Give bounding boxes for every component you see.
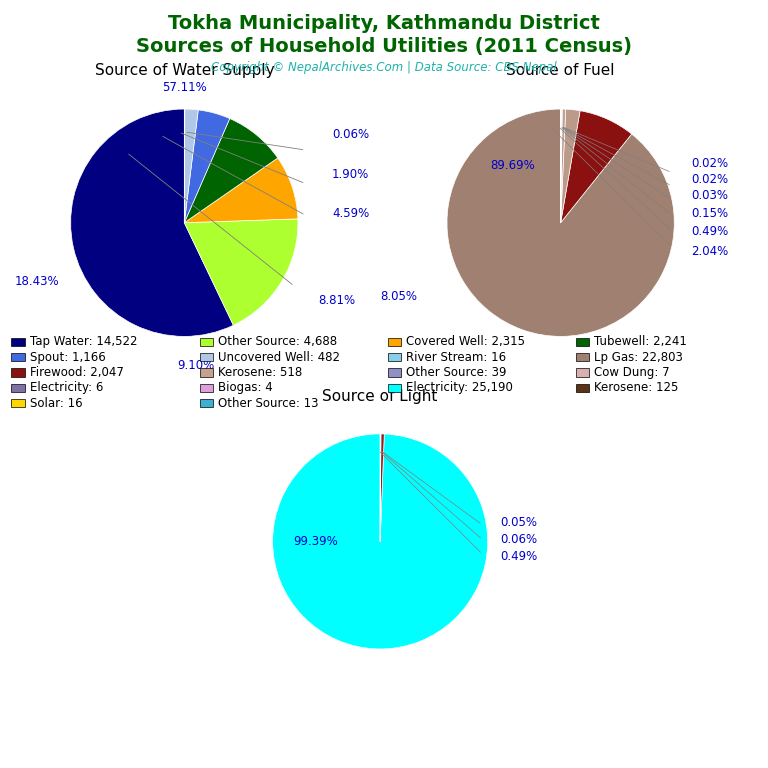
Text: Cow Dung: 7: Cow Dung: 7 <box>594 366 670 379</box>
Text: River Stream: 16: River Stream: 16 <box>406 351 506 363</box>
Text: 99.39%: 99.39% <box>293 535 338 548</box>
Text: 0.02%: 0.02% <box>691 157 729 170</box>
Text: 0.03%: 0.03% <box>691 189 728 202</box>
Text: Other Source: 4,688: Other Source: 4,688 <box>217 336 337 348</box>
Bar <box>388 338 402 346</box>
Text: Biogas: 4: Biogas: 4 <box>217 382 273 394</box>
Text: Other Source: 39: Other Source: 39 <box>406 366 506 379</box>
Bar <box>12 368 25 376</box>
Bar <box>576 383 590 392</box>
Text: 0.02%: 0.02% <box>691 173 729 186</box>
Bar <box>12 383 25 392</box>
Title: Source of Fuel: Source of Fuel <box>506 63 615 78</box>
Text: 4.59%: 4.59% <box>332 207 369 220</box>
Wedge shape <box>561 109 566 223</box>
Wedge shape <box>561 111 632 223</box>
Wedge shape <box>447 109 674 336</box>
Wedge shape <box>71 109 233 336</box>
Text: Other Source: 13: Other Source: 13 <box>217 397 318 409</box>
Text: Electricity: 25,190: Electricity: 25,190 <box>406 382 513 394</box>
Wedge shape <box>184 219 298 325</box>
Text: 89.69%: 89.69% <box>491 160 535 172</box>
Bar <box>12 353 25 361</box>
Text: 0.15%: 0.15% <box>691 207 729 220</box>
Text: Covered Well: 2,315: Covered Well: 2,315 <box>406 336 525 348</box>
Text: Solar: 16: Solar: 16 <box>29 397 82 409</box>
Bar <box>388 383 402 392</box>
Text: 9.10%: 9.10% <box>177 359 214 372</box>
Text: Tap Water: 14,522: Tap Water: 14,522 <box>29 336 137 348</box>
Text: 1.90%: 1.90% <box>332 168 369 181</box>
Text: Electricity: 6: Electricity: 6 <box>29 382 103 394</box>
Text: 57.11%: 57.11% <box>162 81 207 94</box>
Title: Source of Light: Source of Light <box>323 389 438 405</box>
Text: Sources of Household Utilities (2011 Census): Sources of Household Utilities (2011 Cen… <box>136 37 632 56</box>
Text: 0.05%: 0.05% <box>501 515 538 528</box>
Bar <box>200 383 214 392</box>
Bar <box>200 353 214 361</box>
Wedge shape <box>561 109 562 223</box>
Wedge shape <box>561 109 580 223</box>
Wedge shape <box>184 158 298 223</box>
Text: Spout: 1,166: Spout: 1,166 <box>29 351 105 363</box>
Text: 8.05%: 8.05% <box>381 290 418 303</box>
Bar <box>576 338 590 346</box>
Bar <box>12 338 25 346</box>
Text: 18.43%: 18.43% <box>15 275 59 288</box>
Bar <box>576 353 590 361</box>
Text: Tokha Municipality, Kathmandu District: Tokha Municipality, Kathmandu District <box>168 14 600 33</box>
Text: 0.06%: 0.06% <box>332 127 369 141</box>
Text: 0.49%: 0.49% <box>691 225 729 238</box>
Text: 0.06%: 0.06% <box>501 533 538 546</box>
Wedge shape <box>380 434 384 541</box>
Bar <box>388 353 402 361</box>
Text: Lp Gas: 22,803: Lp Gas: 22,803 <box>594 351 683 363</box>
Bar <box>388 368 402 376</box>
Text: Firewood: 2,047: Firewood: 2,047 <box>29 366 124 379</box>
Bar <box>576 368 590 376</box>
Wedge shape <box>380 434 381 541</box>
Text: Uncovered Well: 482: Uncovered Well: 482 <box>217 351 339 363</box>
Wedge shape <box>184 118 278 223</box>
Bar <box>12 399 25 407</box>
Bar <box>200 399 214 407</box>
Text: Kerosene: 125: Kerosene: 125 <box>594 382 678 394</box>
Bar <box>200 338 214 346</box>
Text: 2.04%: 2.04% <box>691 245 729 257</box>
Text: Tubewell: 2,241: Tubewell: 2,241 <box>594 336 687 348</box>
Text: Copyright © NepalArchives.Com | Data Source: CBS Nepal: Copyright © NepalArchives.Com | Data Sou… <box>211 61 557 74</box>
Text: Kerosene: 518: Kerosene: 518 <box>217 366 302 379</box>
Text: 0.49%: 0.49% <box>501 550 538 563</box>
Wedge shape <box>184 109 198 223</box>
Wedge shape <box>273 434 488 649</box>
Text: 8.81%: 8.81% <box>319 293 356 306</box>
Wedge shape <box>184 110 230 223</box>
Title: Source of Water Supply: Source of Water Supply <box>94 63 274 78</box>
Bar <box>200 368 214 376</box>
